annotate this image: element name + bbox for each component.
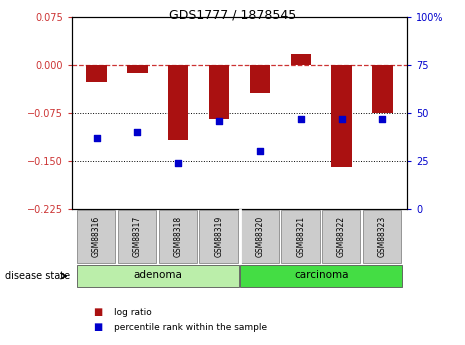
Text: GSM88320: GSM88320 [255,216,265,257]
Point [297,116,305,121]
Text: GDS1777 / 1878545: GDS1777 / 1878545 [169,9,296,22]
Bar [209,65,229,119]
Bar [291,53,311,65]
Point [338,116,345,121]
Bar [322,210,360,263]
Point [379,116,386,121]
Bar [127,65,147,73]
Bar [168,65,188,140]
Text: GSM88318: GSM88318 [174,216,183,257]
Text: GSM88317: GSM88317 [133,216,142,257]
Bar [281,210,319,263]
Bar [77,265,239,287]
Bar [77,210,115,263]
Text: GSM88321: GSM88321 [296,216,305,257]
Bar [199,210,238,263]
Text: GSM88323: GSM88323 [378,216,387,257]
Bar [372,65,392,113]
Text: percentile rank within the sample: percentile rank within the sample [114,323,267,332]
Bar [86,65,107,82]
Bar [250,65,270,92]
Point [133,129,141,135]
Bar [240,210,279,263]
Bar [332,65,352,167]
Bar [118,210,156,263]
Text: ■: ■ [93,322,102,332]
Text: adenoma: adenoma [133,270,182,280]
Bar [240,265,402,287]
Point [215,118,223,124]
Bar [159,210,197,263]
Text: carcinoma: carcinoma [294,270,348,280]
Point [256,148,264,154]
Text: ■: ■ [93,307,102,317]
Text: GSM88319: GSM88319 [214,216,224,257]
Text: disease state: disease state [5,271,70,281]
Text: GSM88316: GSM88316 [92,216,101,257]
Point [174,160,182,166]
Text: log ratio: log ratio [114,308,152,317]
Text: GSM88322: GSM88322 [337,216,346,257]
Point [93,135,100,141]
Bar [363,210,401,263]
